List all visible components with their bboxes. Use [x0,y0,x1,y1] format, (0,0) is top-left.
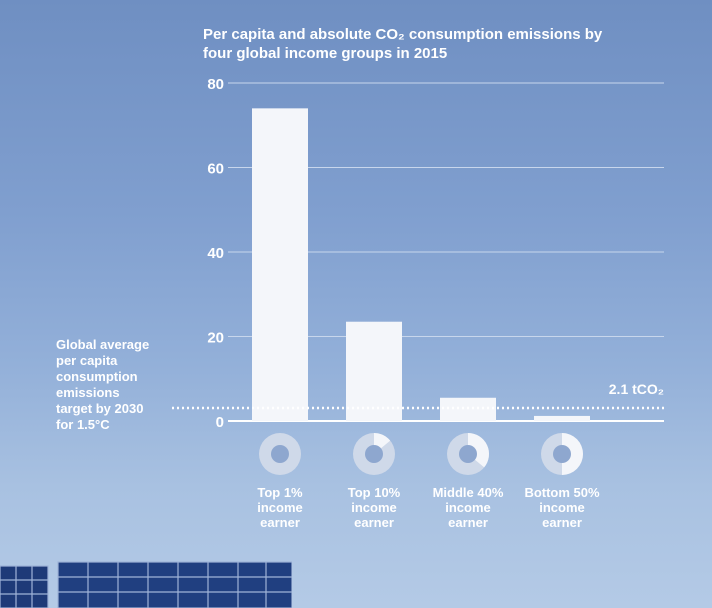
y-tick-label: 60 [207,161,224,178]
bar [440,397,496,421]
target-description-line: per capita [56,353,118,368]
donut-hole [271,445,289,463]
donut-hole [365,445,383,463]
target-description-line: for 1.5°C [56,417,110,432]
category-label: earner [542,515,582,530]
category-label: Middle 40% [433,485,504,500]
target-value-label: 2.1 tCO₂ [609,381,664,397]
donut [259,433,301,475]
target-description-line: target by 2030 [56,401,143,416]
category-label: income [351,500,397,515]
category-label: earner [260,515,300,530]
donut [541,433,583,475]
y-axis-ticks: 0 20 40 60 80 [207,76,224,431]
donut-hole [553,445,571,463]
chart-title-line: Per capita and absolute CO₂ consumption … [203,26,603,43]
bar [346,321,402,421]
target-description-line: consumption [56,369,138,384]
y-tick-label: 80 [207,76,224,93]
chart-title: Per capita and absolute CO₂ consumption … [203,26,603,62]
chart-title-line: four global income groups in 2015 [203,45,447,62]
category-label: Top 1% [257,485,303,500]
bar [534,415,590,421]
donut-hole [459,445,477,463]
bars [252,108,590,421]
donut-share [562,433,583,475]
donuts [259,432,583,475]
target-description-line: emissions [56,385,120,400]
category-label: earner [448,515,488,530]
category-label: income [257,500,303,515]
y-tick-label: 20 [207,330,224,347]
target-description-line: Global average [56,337,149,352]
donut [447,433,490,475]
y-tick-label: 0 [216,414,224,431]
category-label: income [445,500,491,515]
category-label: Top 10% [348,485,401,500]
category-label: income [539,500,585,515]
y-tick-label: 40 [207,245,224,262]
donut [353,432,395,475]
bar [252,108,308,421]
solar-panel-image [0,561,292,608]
category-label: Bottom 50% [524,485,600,500]
category-label: earner [354,515,394,530]
donut-share [468,433,490,468]
